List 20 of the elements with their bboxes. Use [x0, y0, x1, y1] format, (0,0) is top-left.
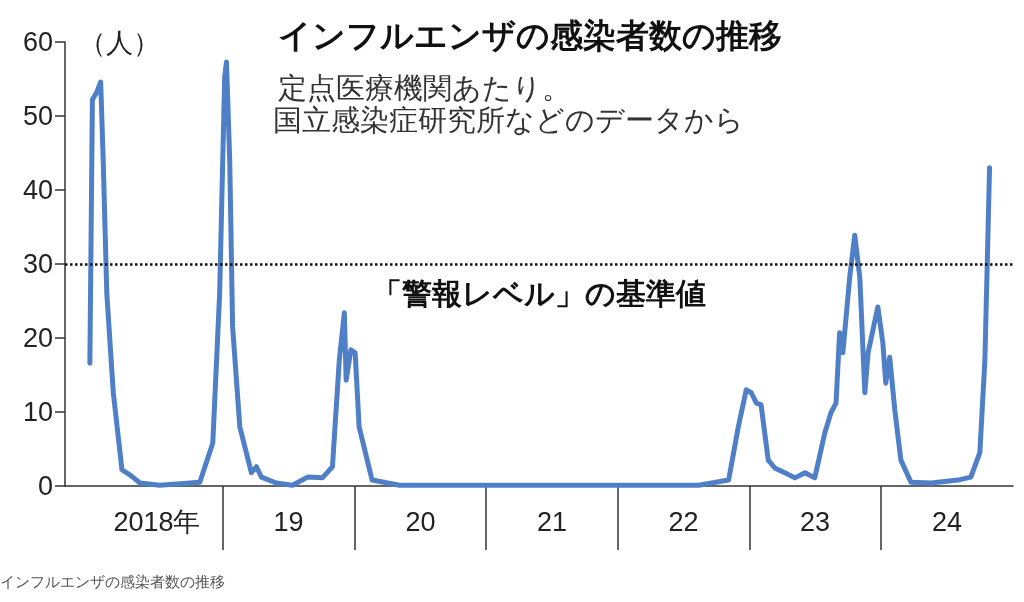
x-tick-label: 24 — [932, 506, 963, 537]
y-tick-label: 10 — [22, 397, 53, 427]
chart-title: インフルエンザの感染者数の推移 — [278, 17, 782, 54]
ref-line-label: 「警報レベル」の基準値 — [372, 276, 706, 310]
y-tick-label: 20 — [22, 323, 53, 353]
x-tick-label: 23 — [800, 506, 831, 537]
y-tick-label: 60 — [22, 27, 53, 57]
y-tick-label: 50 — [22, 101, 53, 131]
x-tick-label: 20 — [405, 506, 436, 537]
annotation: 国立感染症研究所などのデータから — [273, 103, 744, 136]
y-tick-label: 40 — [22, 175, 53, 205]
x-tick-label: 21 — [536, 506, 567, 537]
y-axis-title: （人） — [79, 27, 160, 58]
x-tick-label: 19 — [273, 506, 304, 537]
text: 定点医療機関あたり。 — [278, 71, 571, 104]
text: インフルエンザの感染者数の推移 — [0, 573, 225, 590]
y-tick-label: 30 — [22, 249, 53, 279]
x-tick-label: 22 — [668, 506, 699, 537]
x-tick-label: 2018年 — [113, 506, 201, 537]
y-tick-label: 0 — [37, 471, 53, 501]
